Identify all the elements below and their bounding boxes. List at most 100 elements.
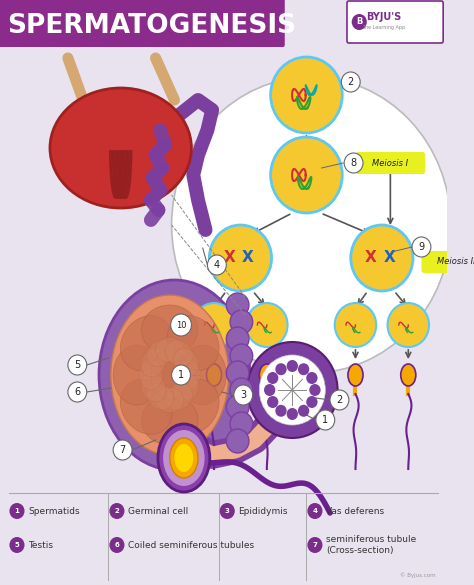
Circle shape [271,57,342,133]
Text: 7: 7 [119,445,126,455]
Text: Meiosis I: Meiosis I [372,159,409,167]
Text: Testis: Testis [28,541,53,549]
Text: 2: 2 [115,508,119,514]
Text: Spermatids: Spermatids [28,507,80,515]
Circle shape [267,396,278,408]
Text: 3: 3 [240,390,246,400]
Ellipse shape [120,379,173,435]
Circle shape [68,382,87,402]
Circle shape [210,225,272,291]
Circle shape [306,372,318,384]
Text: X: X [365,250,376,266]
Circle shape [275,405,287,417]
Circle shape [9,537,25,553]
Text: 5: 5 [74,360,81,370]
Circle shape [172,365,191,385]
Circle shape [271,137,342,213]
Text: © Byjus.com: © Byjus.com [400,572,436,578]
Ellipse shape [173,348,199,377]
Ellipse shape [167,315,219,371]
Ellipse shape [111,295,228,455]
Text: 6: 6 [74,387,81,397]
Circle shape [230,310,253,334]
Ellipse shape [141,305,198,355]
Ellipse shape [170,438,198,478]
Circle shape [230,378,253,402]
Text: 7: 7 [312,542,318,548]
Circle shape [193,303,235,347]
FancyBboxPatch shape [421,251,474,273]
Text: BYJU'S: BYJU'S [366,12,401,22]
Ellipse shape [151,350,189,400]
Circle shape [298,363,309,375]
FancyBboxPatch shape [0,0,285,47]
Text: 2: 2 [347,77,354,87]
Circle shape [287,408,298,420]
Ellipse shape [141,348,166,377]
Text: SPERMATOGENESIS: SPERMATOGENESIS [8,13,297,39]
Circle shape [219,503,235,519]
Text: (Cross-section): (Cross-section) [326,545,394,555]
Text: 2: 2 [337,395,343,405]
Ellipse shape [146,340,174,367]
Ellipse shape [139,360,163,390]
Circle shape [109,503,125,519]
Ellipse shape [50,88,191,208]
Circle shape [226,429,249,453]
Text: 1: 1 [322,415,328,425]
Circle shape [316,410,335,430]
Ellipse shape [348,364,363,386]
Circle shape [171,314,191,336]
Circle shape [352,14,367,30]
Text: 1: 1 [15,508,19,514]
Text: 10: 10 [176,321,186,329]
Ellipse shape [165,340,193,367]
Circle shape [307,503,322,519]
Ellipse shape [173,373,199,402]
Text: 8: 8 [351,158,356,168]
Text: 4: 4 [214,260,220,270]
Circle shape [226,395,249,419]
Text: 6: 6 [115,542,119,548]
Circle shape [307,537,322,553]
Text: 4: 4 [312,508,318,514]
Text: 1: 1 [178,370,184,380]
Text: Germinal cell: Germinal cell [128,507,189,515]
Text: 5: 5 [15,542,19,548]
Ellipse shape [141,395,198,445]
Text: 3: 3 [225,508,230,514]
Circle shape [330,390,349,410]
Ellipse shape [401,364,416,386]
Ellipse shape [146,384,174,410]
Circle shape [226,361,249,385]
Circle shape [172,77,451,373]
Circle shape [246,303,288,347]
Circle shape [267,372,278,384]
Circle shape [275,363,287,375]
Ellipse shape [155,338,184,363]
Circle shape [68,355,87,375]
Text: B: B [356,18,363,26]
Text: The Learning App: The Learning App [362,26,405,30]
Circle shape [335,303,376,347]
Circle shape [208,255,226,275]
Text: Meiosis II: Meiosis II [437,257,474,267]
Text: X: X [383,250,395,266]
Circle shape [226,327,249,351]
Ellipse shape [179,345,226,405]
Circle shape [309,384,320,396]
Ellipse shape [165,384,193,410]
Text: Vas deferens: Vas deferens [326,507,384,515]
FancyBboxPatch shape [356,152,425,174]
Ellipse shape [174,444,193,472]
Text: X: X [242,250,254,266]
Ellipse shape [259,364,274,386]
Circle shape [247,342,337,438]
Circle shape [226,293,249,317]
Ellipse shape [207,364,221,386]
Ellipse shape [163,430,205,486]
Circle shape [264,384,275,396]
Circle shape [412,237,431,257]
Text: seminiferous tubule: seminiferous tubule [326,535,417,545]
FancyBboxPatch shape [347,1,443,43]
